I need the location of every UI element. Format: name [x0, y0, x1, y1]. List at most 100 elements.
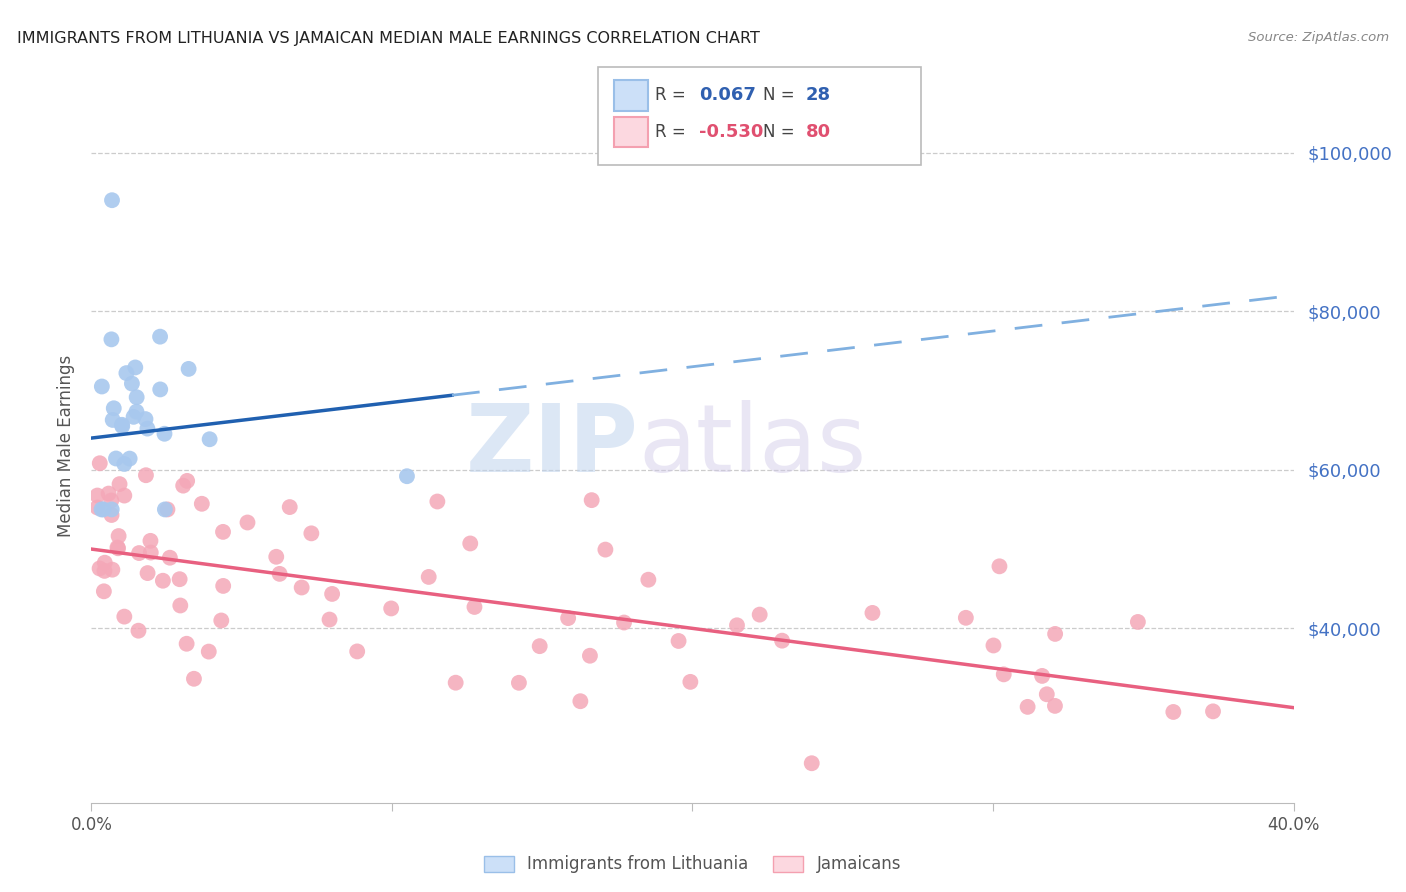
Point: [668, 634, 690, 648]
Point: [862, 606, 884, 620]
Y-axis label: Median Male Earnings: Median Male Earnings: [58, 355, 76, 537]
Point: [1043, 698, 1066, 713]
Point: [124, 360, 146, 375]
Point: [101, 413, 124, 427]
Point: [149, 329, 172, 343]
Point: [107, 541, 129, 555]
Point: [508, 675, 530, 690]
Point: [725, 618, 748, 632]
Point: [595, 542, 617, 557]
Point: [93, 584, 115, 599]
Point: [125, 390, 148, 404]
Point: [198, 432, 221, 446]
Point: [444, 675, 467, 690]
Point: [318, 613, 340, 627]
Point: [637, 573, 659, 587]
Point: [136, 566, 159, 580]
Point: [115, 366, 138, 380]
Text: -0.530: -0.530: [699, 123, 763, 141]
Point: [86, 500, 108, 515]
Point: [93, 502, 115, 516]
Point: [97, 486, 120, 500]
Point: [134, 412, 156, 426]
Point: [103, 401, 125, 416]
Point: [579, 648, 602, 663]
Point: [153, 502, 176, 516]
Point: [748, 607, 770, 622]
Point: [89, 561, 111, 575]
Point: [86, 489, 108, 503]
Point: [100, 502, 122, 516]
Point: [156, 502, 179, 516]
Point: [169, 572, 191, 586]
Point: [100, 508, 122, 522]
Point: [101, 193, 124, 207]
Point: [212, 579, 235, 593]
Point: [111, 419, 134, 434]
Point: [426, 494, 449, 508]
Point: [105, 451, 128, 466]
Text: Source: ZipAtlas.com: Source: ZipAtlas.com: [1249, 31, 1389, 45]
Point: [94, 556, 117, 570]
Point: [679, 674, 702, 689]
Point: [122, 409, 145, 424]
Point: [107, 529, 129, 543]
Text: 0.067: 0.067: [699, 87, 755, 104]
Point: [197, 644, 219, 658]
Point: [236, 516, 259, 530]
Point: [380, 601, 402, 615]
Point: [458, 536, 481, 550]
Point: [569, 694, 592, 708]
Legend: Immigrants from Lithuania, Jamaicans: Immigrants from Lithuania, Jamaicans: [477, 849, 908, 880]
Point: [101, 563, 124, 577]
Point: [139, 533, 162, 548]
Point: [770, 633, 793, 648]
Point: [1031, 669, 1053, 683]
Point: [529, 639, 551, 653]
Text: 28: 28: [806, 87, 831, 104]
Point: [346, 644, 368, 658]
Point: [581, 493, 603, 508]
Point: [176, 637, 198, 651]
Point: [149, 383, 172, 397]
Point: [108, 477, 131, 491]
Point: [125, 405, 148, 419]
Point: [993, 667, 1015, 681]
Point: [152, 574, 174, 588]
Point: [212, 524, 235, 539]
Point: [395, 469, 418, 483]
Point: [89, 456, 111, 470]
Point: [1202, 704, 1225, 718]
Point: [269, 566, 291, 581]
Point: [800, 756, 823, 771]
Point: [112, 457, 135, 471]
Point: [209, 614, 232, 628]
Point: [955, 611, 977, 625]
Point: [90, 502, 112, 516]
Point: [463, 599, 485, 614]
Point: [988, 559, 1011, 574]
Point: [107, 541, 129, 556]
Point: [112, 609, 135, 624]
Point: [278, 500, 301, 514]
Point: [153, 426, 176, 441]
Point: [191, 497, 214, 511]
Text: IMMIGRANTS FROM LITHUANIA VS JAMAICAN MEDIAN MALE EARNINGS CORRELATION CHART: IMMIGRANTS FROM LITHUANIA VS JAMAICAN ME…: [17, 31, 759, 46]
Point: [112, 489, 135, 503]
Point: [118, 451, 141, 466]
Point: [135, 468, 157, 483]
Point: [299, 526, 322, 541]
Text: atlas: atlas: [638, 400, 866, 492]
Point: [128, 546, 150, 560]
Point: [159, 550, 181, 565]
Point: [172, 478, 194, 492]
Point: [139, 545, 162, 559]
Point: [291, 581, 314, 595]
Text: 80: 80: [806, 123, 831, 141]
Text: R =: R =: [655, 123, 692, 141]
Point: [111, 417, 134, 432]
Point: [1036, 687, 1059, 701]
Point: [557, 611, 579, 625]
Point: [1043, 627, 1066, 641]
Point: [169, 599, 191, 613]
